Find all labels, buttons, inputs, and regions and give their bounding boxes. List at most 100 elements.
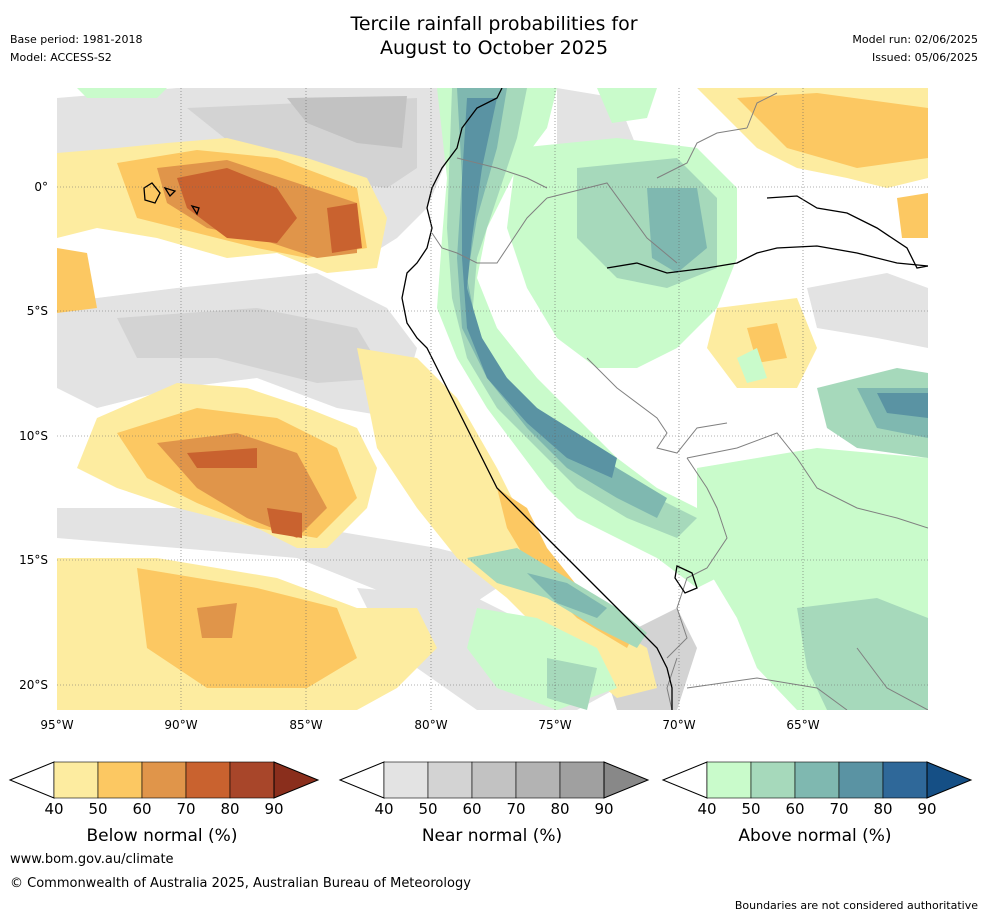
meta-left: Base period: 1981-2018 Model: ACCESS-S2 bbox=[10, 31, 142, 67]
rainfall-probability-map bbox=[57, 88, 928, 710]
above-normal-northeast-small bbox=[737, 348, 767, 383]
border-peru-brazil bbox=[586, 357, 728, 454]
colorbar-above-tick-40: 40 bbox=[697, 800, 717, 818]
colorbar-below-tick-80: 80 bbox=[220, 800, 240, 818]
above-normal-north-edge bbox=[77, 88, 167, 98]
above-normal-southeast-50 bbox=[797, 598, 928, 710]
colorbar-near-tick-80: 80 bbox=[550, 800, 570, 818]
colorbar-below-tick-50: 50 bbox=[88, 800, 108, 818]
colorbar-near-normal-bin-50-60 bbox=[427, 761, 473, 799]
above-normal-south-coast-inner bbox=[547, 658, 597, 710]
colorbar-near-normal-upper-extend bbox=[603, 761, 650, 799]
title-line-2: August to October 2025 bbox=[379, 37, 609, 59]
below-normal-west-edge bbox=[57, 248, 97, 313]
colorbar-above-tick-90: 90 bbox=[917, 800, 937, 818]
border-bolivia-brazil bbox=[686, 432, 928, 529]
colorbar-below-normal-bin-70-80 bbox=[185, 761, 231, 799]
colorbar-above-normal-lower-extend bbox=[661, 761, 708, 799]
model-name: Model: ACCESS-S2 bbox=[10, 51, 112, 64]
colorbar-near-normal bbox=[338, 761, 650, 799]
colorbar-above-normal-upper-extend bbox=[926, 761, 973, 799]
map-title: Tercile rainfall probabilities for Augus… bbox=[0, 12, 988, 60]
lat-tick-20s: 20°S bbox=[19, 678, 48, 692]
footer-website-link[interactable]: www.bom.gov.au/climate bbox=[10, 852, 174, 867]
near-normal-central-ocean-inner bbox=[117, 308, 387, 383]
colorbar-near-tick-40: 40 bbox=[374, 800, 394, 818]
colorbars-graphic bbox=[8, 761, 973, 799]
lon-tick-65w: 65°W bbox=[786, 718, 820, 732]
gridlines bbox=[57, 88, 928, 710]
colorbar-above-tick-80: 80 bbox=[873, 800, 893, 818]
above-normal-amazon-core bbox=[647, 188, 707, 273]
colorbar-near-tick-90: 90 bbox=[594, 800, 614, 818]
lat-tick-10s: 10°S bbox=[19, 429, 48, 443]
base-period: Base period: 1981-2018 bbox=[10, 33, 143, 46]
meta-right: Model run: 02/06/2025 Issued: 05/06/2025 bbox=[852, 31, 978, 67]
colorbar-near-tick-50: 50 bbox=[418, 800, 438, 818]
border-colombia-venezuela bbox=[656, 127, 748, 179]
coast-lake-titicaca bbox=[674, 565, 698, 594]
colorbar-near-normal-bin-80-90 bbox=[559, 761, 605, 799]
below-normal-south-ocean-70a bbox=[187, 448, 257, 468]
colorbar-above-tick-50: 50 bbox=[741, 800, 761, 818]
above-normal-coast-dark bbox=[462, 98, 617, 478]
coast-galapagos-3 bbox=[190, 204, 200, 216]
colorbar-near-normal-bin-40-50 bbox=[383, 761, 429, 799]
near-normal-north-ocean-core bbox=[287, 96, 407, 148]
lon-tick-80w: 80°W bbox=[414, 718, 448, 732]
colorbar-above-normal-bin-40-50 bbox=[706, 761, 752, 799]
model-run: Model run: 02/06/2025 bbox=[852, 33, 978, 46]
below-normal-equatorial-70b bbox=[327, 203, 362, 253]
colorbar-above-tick-60: 60 bbox=[785, 800, 805, 818]
colorbar-above-normal-bin-60-70 bbox=[794, 761, 840, 799]
colorbar-above-normal-bin-70-80 bbox=[838, 761, 884, 799]
colorbar-below-normal-upper-extend bbox=[273, 761, 320, 799]
colorbar-near-normal-lower-extend bbox=[338, 761, 385, 799]
colorbar-near-normal-bin-60-70 bbox=[471, 761, 517, 799]
lat-tick-15s: 15°S bbox=[19, 553, 48, 567]
colorbar-above-title: Above normal (%) bbox=[738, 826, 892, 846]
border-colombia-peru bbox=[546, 182, 678, 264]
colorbar-above-normal-bin-50-60 bbox=[750, 761, 796, 799]
lon-tick-95w: 95°W bbox=[40, 718, 74, 732]
colorbar-below-tick-90: 90 bbox=[264, 800, 284, 818]
colorbar-below-tick-40: 40 bbox=[44, 800, 64, 818]
colorbar-near-title: Near normal (%) bbox=[421, 826, 563, 846]
colorbar-below-normal bbox=[8, 761, 320, 799]
below-normal-southwest-50 bbox=[137, 568, 357, 688]
country-boundaries bbox=[431, 92, 928, 710]
border-bolivia-chile bbox=[666, 657, 678, 710]
coast-galapagos-2 bbox=[163, 186, 177, 198]
colorbar-below-normal-bin-60-70 bbox=[141, 761, 187, 799]
colorbar-above-normal bbox=[661, 761, 973, 799]
coast-amazon-river bbox=[606, 245, 928, 274]
below-normal-south-ocean-70b bbox=[267, 508, 302, 538]
lat-tick-5s: 5°S bbox=[26, 304, 48, 318]
colorbar-near-tick-70: 70 bbox=[506, 800, 526, 818]
above-normal-east-70 bbox=[877, 393, 928, 418]
colorbar-below-normal-bin-50-60 bbox=[97, 761, 143, 799]
above-normal-south-band-dark bbox=[527, 573, 607, 618]
coast-pacific bbox=[401, 88, 673, 710]
below-normal-northeast-50 bbox=[737, 93, 928, 168]
border-argentina-bolivia bbox=[686, 677, 848, 710]
issued-date: Issued: 05/06/2025 bbox=[871, 51, 978, 64]
footer-disclaimer: Boundaries are not considered authoritat… bbox=[734, 899, 978, 912]
colorbar-below-tick-70: 70 bbox=[176, 800, 196, 818]
border-ecuador-peru bbox=[431, 197, 548, 264]
coastline bbox=[143, 88, 928, 710]
coast-galapagos-1 bbox=[143, 182, 161, 204]
colorbar-below-title: Below normal (%) bbox=[86, 826, 238, 846]
below-normal-southwest-60 bbox=[197, 603, 237, 638]
border-venezuela-brazil bbox=[746, 92, 778, 129]
lon-tick-75w: 75°W bbox=[538, 718, 572, 732]
colorbar-above-tick-70: 70 bbox=[829, 800, 849, 818]
colorbar-below-normal-bin-40-50 bbox=[53, 761, 99, 799]
lon-tick-90w: 90°W bbox=[164, 718, 198, 732]
colorbar-below-tick-60: 60 bbox=[132, 800, 152, 818]
lon-tick-70w: 70°W bbox=[662, 718, 696, 732]
colorbar-near-normal-bin-70-80 bbox=[515, 761, 561, 799]
near-normal-amazon-east bbox=[807, 273, 928, 348]
colorbar-near-tick-60: 60 bbox=[462, 800, 482, 818]
colorbar-below-normal-lower-extend bbox=[8, 761, 55, 799]
